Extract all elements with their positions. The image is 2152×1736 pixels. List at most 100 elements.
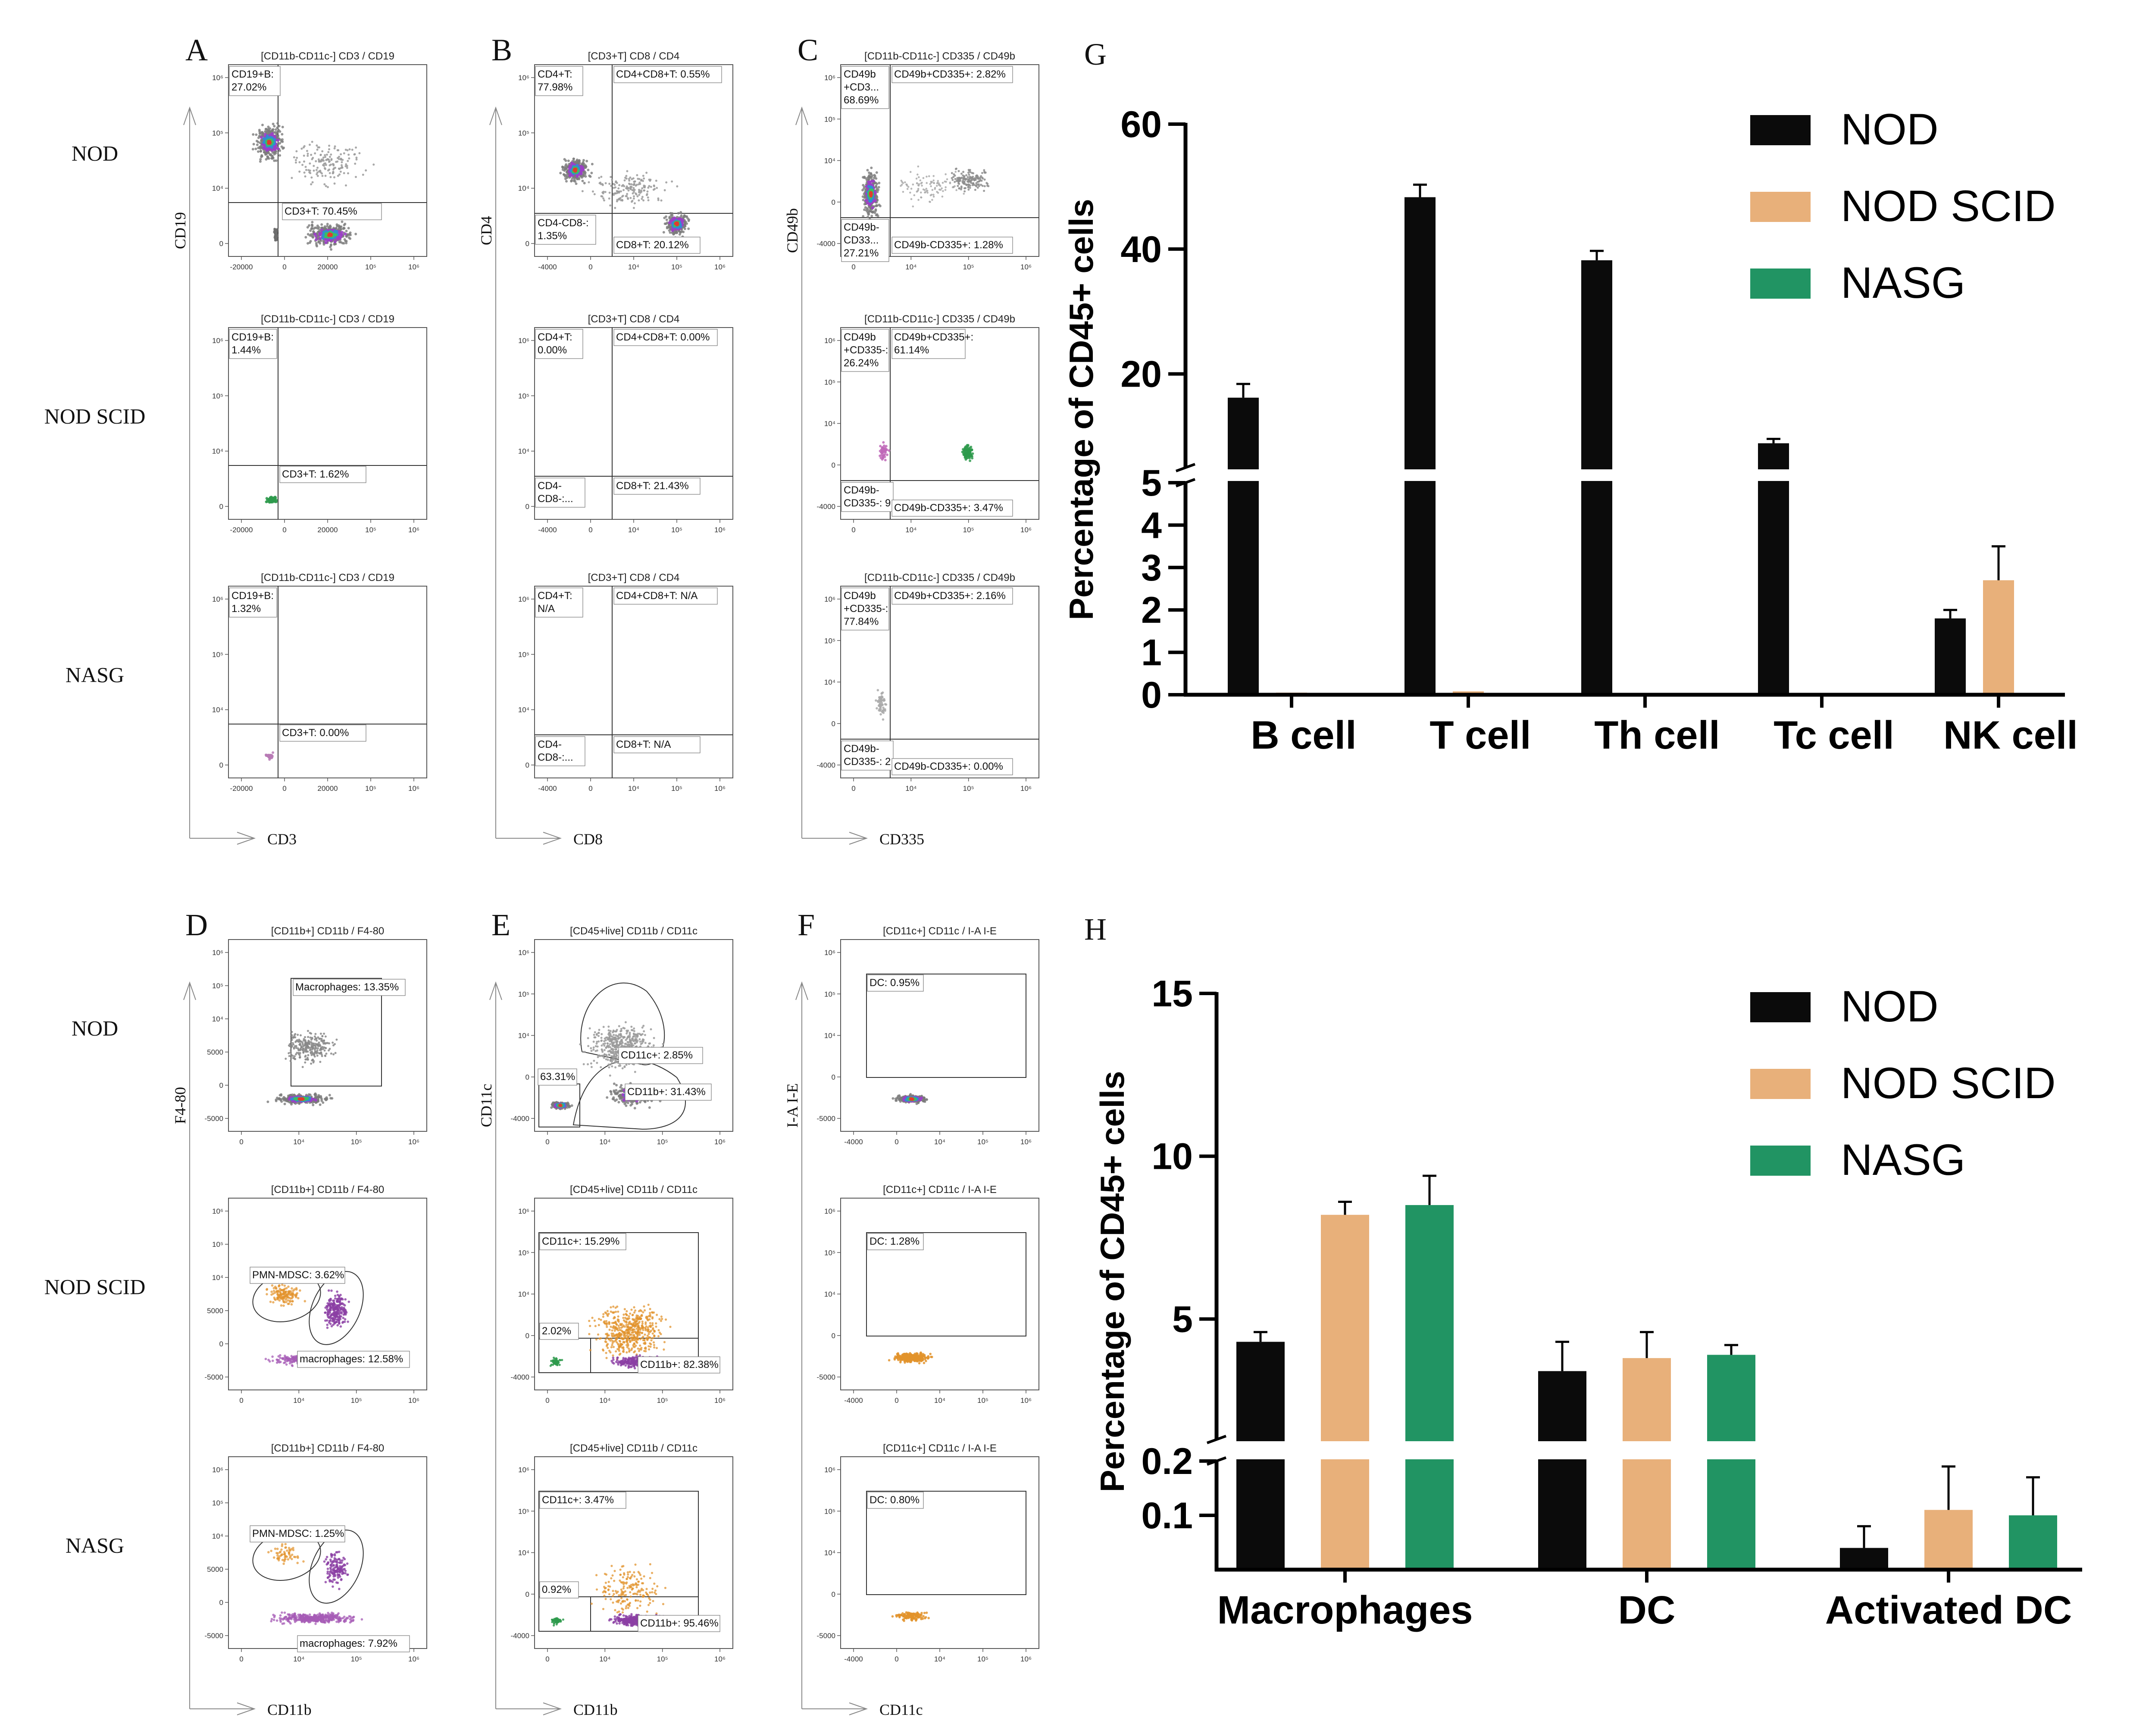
dot xyxy=(576,164,579,167)
dot xyxy=(882,441,885,444)
flow-plot: [CD3+T] CD8 / CD4-4000 0 10⁴ 10⁵ 10⁶10⁶10⁵10… xyxy=(518,313,733,534)
y-tick-label: 10⁵ xyxy=(824,115,835,123)
dot xyxy=(323,1032,325,1035)
y-tick-label: -5000 xyxy=(205,1115,223,1123)
x-tick-label: 10⁵ xyxy=(351,1138,362,1146)
gate-label: CD19+B: xyxy=(231,69,274,80)
dot xyxy=(334,166,337,169)
dot xyxy=(276,138,280,142)
dot xyxy=(291,1030,293,1033)
x-tick-label: 0 xyxy=(239,1138,243,1146)
dot xyxy=(310,234,313,237)
gate-label: CD49b xyxy=(844,331,876,343)
dot xyxy=(646,190,649,193)
dot xyxy=(932,175,935,177)
dot xyxy=(268,130,271,133)
dot xyxy=(344,232,347,236)
dot xyxy=(324,1043,326,1045)
dot xyxy=(869,192,872,196)
x-tick-label: 10⁶ xyxy=(408,784,419,793)
dot xyxy=(955,189,957,191)
dot xyxy=(608,197,610,200)
dot xyxy=(348,148,351,151)
dot xyxy=(967,185,970,187)
dot xyxy=(278,130,282,133)
dot xyxy=(972,182,975,184)
dot xyxy=(310,1062,313,1065)
dot xyxy=(338,167,340,170)
dot xyxy=(314,152,316,155)
dot xyxy=(880,450,883,453)
dot xyxy=(337,224,340,227)
dot xyxy=(311,1037,313,1040)
y-tick-label: 0 xyxy=(832,461,835,469)
dot xyxy=(307,1093,310,1096)
dot xyxy=(629,188,632,190)
dot xyxy=(329,244,332,247)
dot xyxy=(645,172,648,174)
dot xyxy=(563,175,566,178)
y-tick-label: 0 xyxy=(832,198,835,206)
dot xyxy=(622,194,624,197)
dot xyxy=(282,147,285,150)
dot xyxy=(314,1045,317,1048)
dot xyxy=(323,183,326,186)
gate-label: CD3+T: 0.00% xyxy=(282,727,349,739)
dot xyxy=(928,175,930,178)
dot xyxy=(642,199,645,202)
dot xyxy=(634,180,636,183)
dot xyxy=(567,159,570,162)
dot xyxy=(259,158,262,161)
dot xyxy=(969,169,971,172)
dot xyxy=(581,166,584,169)
gate-label: CD8-:... xyxy=(538,493,573,505)
dot xyxy=(981,176,983,179)
dot xyxy=(288,1043,291,1046)
dot xyxy=(328,1094,331,1097)
dot xyxy=(332,1041,334,1044)
dot xyxy=(304,175,307,178)
dot xyxy=(280,1100,283,1103)
dot xyxy=(310,1051,312,1054)
dot xyxy=(873,174,876,177)
dot xyxy=(316,171,319,174)
dot xyxy=(312,1103,315,1106)
dot xyxy=(633,189,636,191)
dot xyxy=(884,703,887,706)
dot xyxy=(647,199,650,202)
dot xyxy=(975,178,977,181)
x-tick-label: -20000 xyxy=(230,526,253,534)
dot xyxy=(267,125,270,128)
dot xyxy=(904,181,906,184)
dot xyxy=(900,184,902,187)
dot xyxy=(946,178,948,181)
dot xyxy=(307,1041,310,1043)
row-label-nod: NOD xyxy=(72,1016,118,1040)
dot xyxy=(321,1035,324,1037)
x-tick-label: 0 xyxy=(282,263,286,271)
dot xyxy=(631,178,633,181)
y-tick-label: 10⁶ xyxy=(824,337,835,345)
dot xyxy=(921,184,923,187)
dot xyxy=(313,1049,316,1051)
row-label-nasg: NASG xyxy=(66,1533,124,1558)
x-tick-label: 10⁵ xyxy=(365,263,376,271)
dot xyxy=(308,171,311,174)
dot xyxy=(301,1042,304,1044)
dot xyxy=(362,174,364,176)
dot xyxy=(969,187,971,189)
dot xyxy=(315,238,318,241)
dot xyxy=(334,1052,337,1054)
dot xyxy=(311,141,313,143)
dot xyxy=(868,203,871,206)
gate-label: 27.02% xyxy=(231,81,266,93)
dot xyxy=(276,122,279,125)
dot xyxy=(916,190,919,192)
dot xyxy=(954,171,957,173)
dot xyxy=(319,1032,322,1035)
dot xyxy=(343,224,346,227)
plot-title: [CD11b-CD11c-] CD3 / CD19 xyxy=(261,572,394,584)
gate-label: 1.44% xyxy=(231,344,261,356)
dot xyxy=(321,159,323,162)
